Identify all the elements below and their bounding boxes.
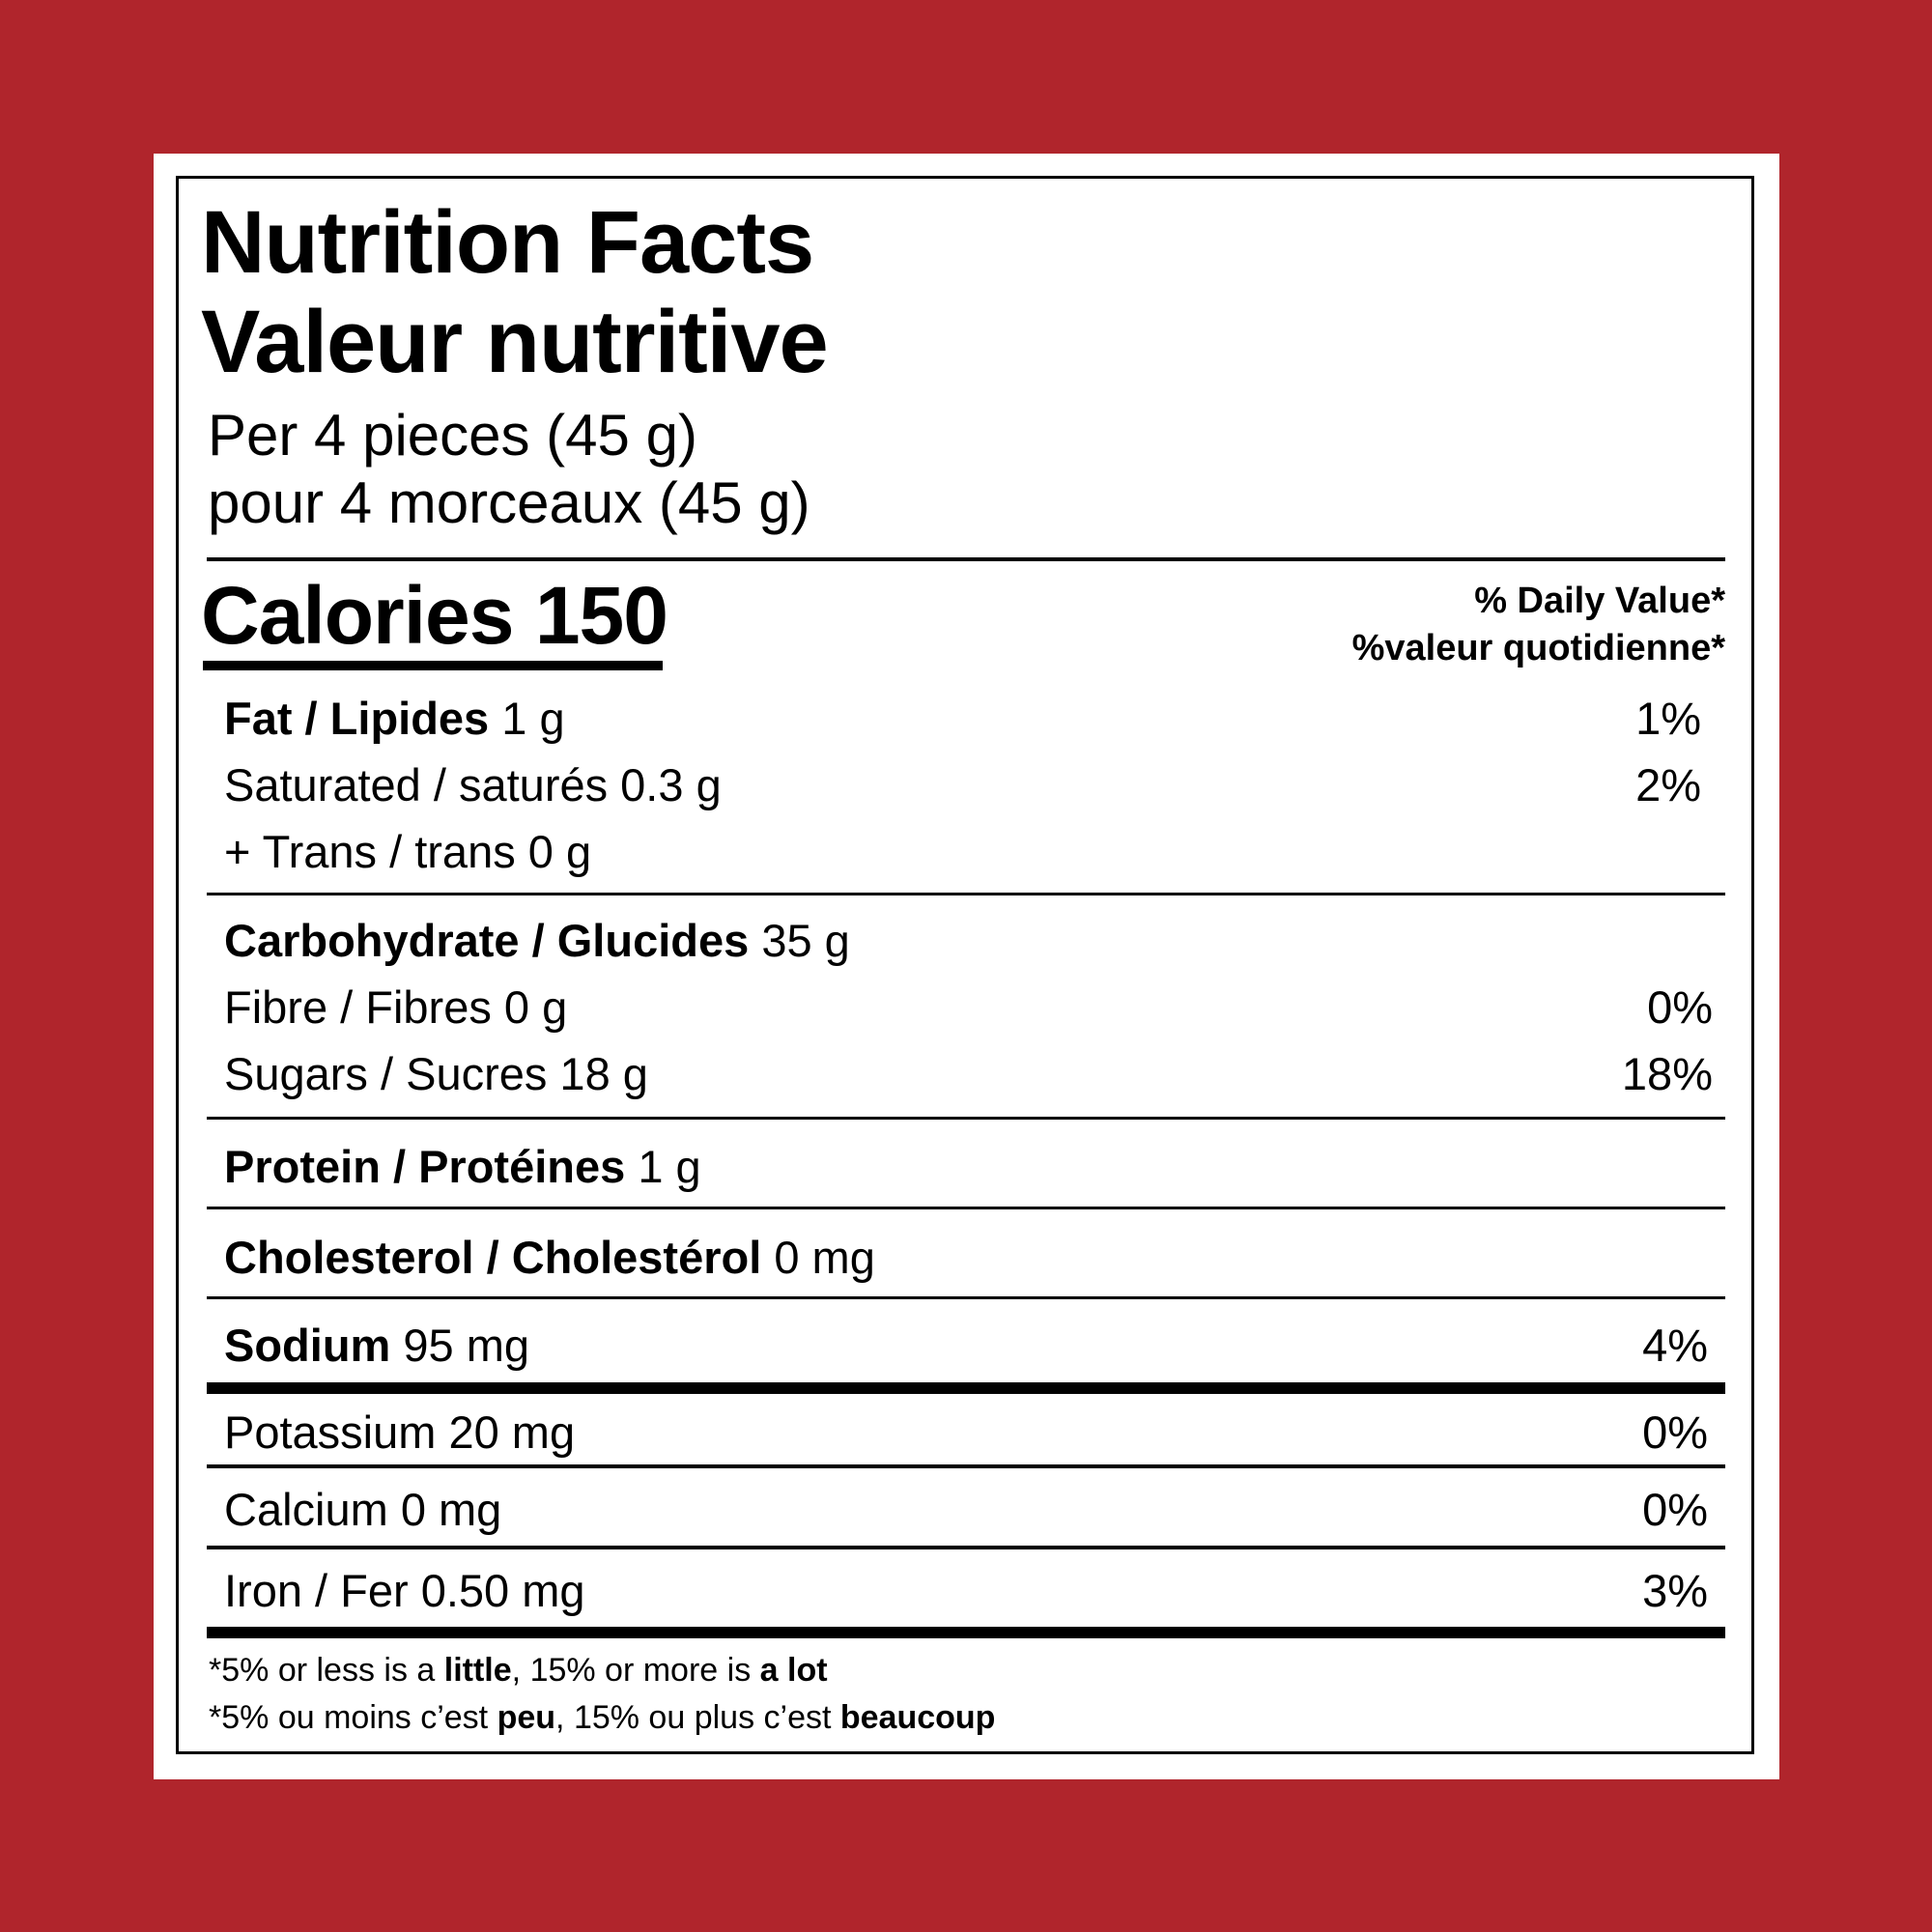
footnote-bold: little [443,1652,512,1689]
nutrient-sodium: Sodium 95 mg [224,1322,529,1368]
nutrient-carbohydrate: Carbohydrate / Glucides 35 g [224,918,850,963]
divider [207,1464,1725,1468]
footnote-fr: *5% ou moins c’est peu, 15% ou plus c’es… [209,1701,995,1734]
nutrient-protein: Protein / Protéines 1 g [224,1144,701,1189]
daily-value-header-fr: %valeur quotidienne* [1351,628,1725,668]
nutrient-label: Cholesterol / Cholestérol [224,1232,762,1283]
title-fr: Valeur nutritive [201,293,829,391]
footnote-bold: beaucoup [839,1699,996,1736]
nutrient-fibre: Fibre / Fibres 0 g [224,981,568,1033]
nutrient-label: Sodium [224,1320,391,1371]
footnote-text: , 15% ou plus c’est [555,1699,840,1736]
thick-divider [207,1627,1725,1638]
nutrient-label: Fat / Lipides [224,693,490,744]
divider [207,557,1725,561]
dv-potassium: 0% [1642,1406,1708,1458]
footnote-text: *5% or less is a [209,1652,444,1689]
footnote-bold: peu [497,1699,556,1736]
dv-fibre: 0% [1647,981,1713,1033]
footnote-text: *5% ou moins c’est [209,1699,497,1736]
title-en: Nutrition Facts [201,193,814,292]
divider [207,1207,1725,1209]
nutrient-amount: 95 mg [390,1320,530,1371]
dv-sodium: 4% [1642,1320,1708,1371]
nutrient-cholesterol: Cholesterol / Cholestérol 0 mg [224,1235,875,1280]
dv-calcium: 0% [1642,1484,1708,1535]
serving-size-en: Per 4 pieces (45 g) [208,403,697,468]
daily-value-header-en: % Daily Value* [1474,581,1725,621]
nutrient-potassium: Potassium 20 mg [224,1406,576,1458]
nutrient-amount: 1 g [625,1141,701,1192]
nutrient-fat: Fat / Lipides 1 g [224,696,565,741]
footnote-en: *5% or less is a little, 15% or more is … [209,1654,828,1687]
footnote-text: , 15% or more is [511,1652,760,1689]
dv-fat: 1% [1635,693,1701,744]
nutrient-iron: Iron / Fer 0.50 mg [224,1565,585,1616]
divider [207,893,1725,895]
divider [207,1546,1725,1549]
divider [207,1117,1725,1120]
calories-underline [203,661,663,670]
nutrient-amount: 1 g [489,693,565,744]
dv-iron: 3% [1642,1565,1708,1616]
divider [207,1296,1725,1299]
nutrition-label-border [176,176,1754,1754]
footnote-bold: a lot [759,1652,828,1689]
dv-saturated: 2% [1635,759,1701,810]
serving-size-fr: pour 4 morceaux (45 g) [208,470,810,535]
nutrient-amount: 35 g [749,915,850,966]
thick-divider [207,1382,1725,1394]
nutrient-label: Protein / Protéines [224,1141,626,1192]
dv-sugars: 18% [1621,1048,1713,1099]
nutrient-sugars: Sugars / Sucres 18 g [224,1048,648,1099]
nutrient-trans: + Trans / trans 0 g [224,826,592,877]
nutrition-label-card [154,154,1779,1779]
nutrient-amount: 0 mg [761,1232,875,1283]
calories: Calories 150 [201,570,668,661]
nutrient-label: Carbohydrate / Glucides [224,915,750,966]
nutrient-saturated: Saturated / saturés 0.3 g [224,759,722,810]
nutrient-calcium: Calcium 0 mg [224,1484,502,1535]
